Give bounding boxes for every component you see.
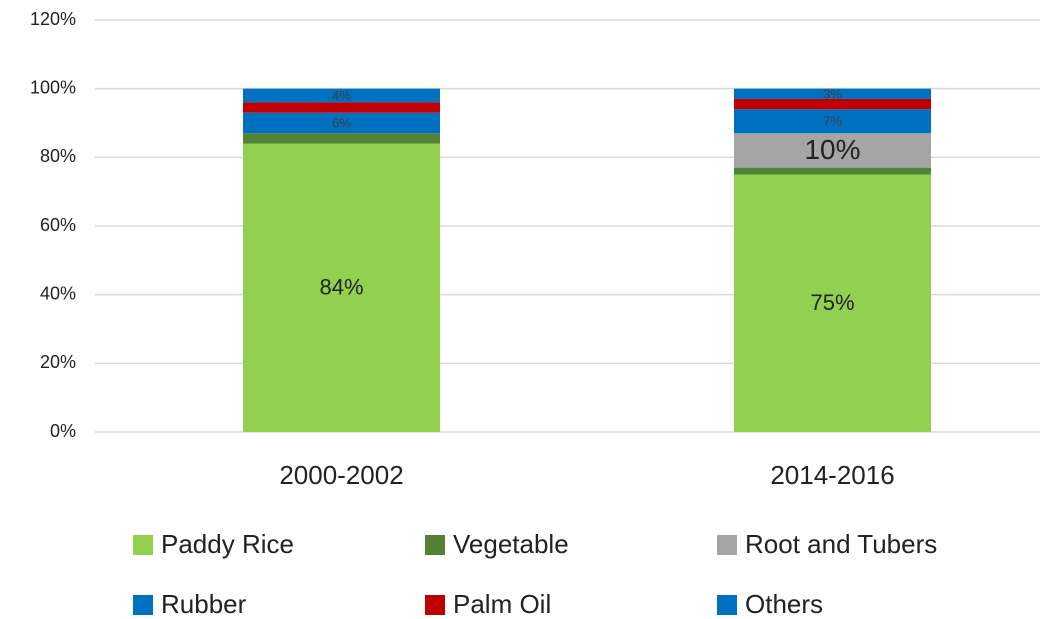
x-tick-label: 2000-2002 <box>279 460 403 490</box>
legend-swatch <box>133 535 153 555</box>
x-tick-label: 2014-2016 <box>770 460 894 490</box>
legend-swatch <box>133 595 153 615</box>
legend-swatch <box>717 595 737 615</box>
data-label: 4% <box>332 88 351 103</box>
bar-segment <box>734 109 931 134</box>
data-label: 84% <box>319 275 363 300</box>
y-tick-label: 100% <box>30 77 76 97</box>
bar-segment <box>734 133 931 168</box>
y-tick-label: 40% <box>40 283 76 303</box>
legend-label: Rubber <box>161 589 247 619</box>
y-tick-label: 20% <box>40 352 76 372</box>
y-tick-label: 120% <box>30 9 76 29</box>
y-tick-label: 0% <box>50 421 76 441</box>
bar-segment <box>734 174 931 432</box>
legend-swatch <box>425 535 445 555</box>
y-tick-label: 60% <box>40 215 76 235</box>
bar-segment <box>243 88 440 103</box>
bar-segment <box>243 102 440 113</box>
legend-label: Others <box>745 589 823 619</box>
bar-segment <box>734 88 931 99</box>
legend-swatch <box>425 595 445 615</box>
data-label: 75% <box>810 290 854 315</box>
legend-label: Palm Oil <box>453 589 551 619</box>
data-label: 7% <box>823 114 842 129</box>
legend-swatch <box>717 535 737 555</box>
legend-label: Paddy Rice <box>161 529 294 559</box>
bar-segment <box>734 98 931 110</box>
bar-segment <box>243 143 440 432</box>
bar-segment <box>243 112 440 134</box>
bar-segment <box>734 167 931 175</box>
data-label: 10% <box>804 134 860 165</box>
legend-label: Vegetable <box>453 529 569 559</box>
y-tick-label: 80% <box>40 146 76 166</box>
data-label: 6% <box>332 115 351 130</box>
bar-segment <box>243 133 440 144</box>
legend-label: Root and Tubers <box>745 529 937 559</box>
data-label: 3% <box>823 86 842 101</box>
